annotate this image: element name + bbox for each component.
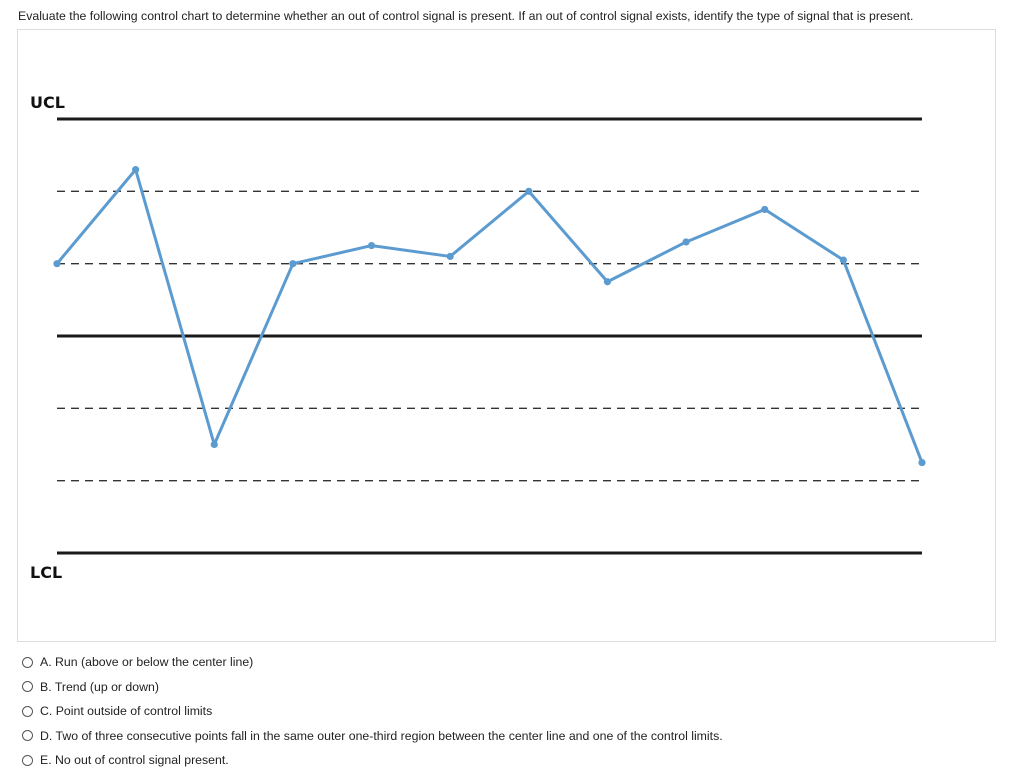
- data-point: [918, 458, 926, 467]
- data-point: [289, 260, 297, 268]
- data-point: [132, 166, 140, 174]
- control-chart: UCL LCL: [17, 29, 996, 642]
- radio-button[interactable]: [22, 754, 33, 766]
- answer-option-a[interactable]: A. Run (above or below the center line): [22, 650, 723, 675]
- radio-button[interactable]: [22, 705, 33, 717]
- data-point: [446, 252, 454, 261]
- answer-option-e[interactable]: E. No out of control signal present.: [22, 748, 723, 773]
- data-point: [210, 440, 218, 449]
- data-point: [761, 205, 769, 214]
- option-label: C. Point outside of control limits: [40, 704, 213, 719]
- option-label: A. Run (above or below the center line): [40, 655, 254, 670]
- control-chart-svg: UCL LCL: [30, 93, 926, 582]
- data-point: [53, 260, 61, 268]
- option-label: B. Trend (up or down): [40, 679, 159, 694]
- data-point: [839, 256, 847, 264]
- data-point: [682, 238, 690, 246]
- data-point: [525, 187, 533, 195]
- answer-options: A. Run (above or below the center line) B…: [22, 650, 723, 773]
- data-point: [603, 278, 612, 286]
- answer-option-c[interactable]: C. Point outside of control limits: [22, 699, 723, 724]
- series-line: [55, 168, 924, 465]
- question-text: Evaluate the following control chart to …: [18, 9, 914, 23]
- lcl-label: LCL: [30, 563, 62, 582]
- radio-button[interactable]: [22, 656, 33, 668]
- ucl-label: UCL: [30, 93, 65, 112]
- radio-button[interactable]: [22, 730, 33, 742]
- data-point: [367, 241, 376, 250]
- radio-button[interactable]: [22, 681, 33, 693]
- option-label: E. No out of control signal present.: [40, 753, 229, 768]
- answer-option-b[interactable]: B. Trend (up or down): [22, 675, 723, 700]
- option-label: D. Two of three consecutive points fall …: [40, 728, 723, 743]
- answer-option-d[interactable]: D. Two of three consecutive points fall …: [22, 724, 723, 749]
